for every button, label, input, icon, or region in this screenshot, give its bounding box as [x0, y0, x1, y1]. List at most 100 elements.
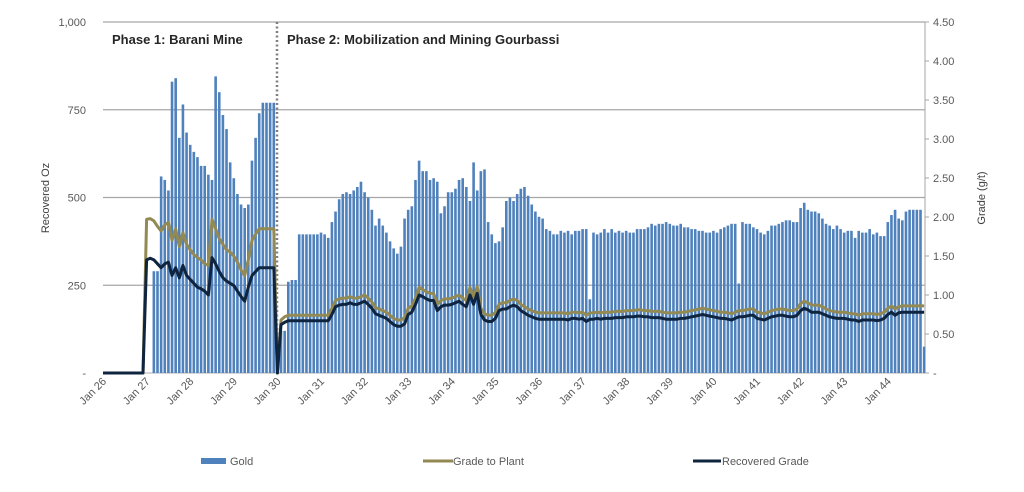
- right-tick-label: 3.50: [933, 95, 954, 107]
- gold-bar: [537, 216, 541, 373]
- gold-bar: [919, 209, 922, 373]
- gold-bar: [882, 236, 886, 373]
- gold-bar: [686, 227, 690, 373]
- gold-bar: [530, 204, 534, 373]
- gold-bar: [181, 104, 185, 374]
- right-tick-label: 0.50: [933, 329, 954, 341]
- gold-bar: [879, 236, 882, 373]
- gold-bar: [232, 178, 236, 373]
- gold-bar: [770, 225, 773, 373]
- gold-bar: [766, 230, 770, 373]
- x-tick-label: Jan 41: [731, 376, 763, 408]
- gold-bar: [410, 206, 414, 373]
- gold-bar: [345, 192, 348, 373]
- gold-bar: [337, 199, 341, 373]
- gold-bar: [316, 234, 319, 373]
- gold-bar: [308, 234, 312, 373]
- gold-bar: [893, 209, 897, 373]
- gold-bar: [421, 171, 425, 373]
- gold-bar: [519, 188, 523, 373]
- x-tick-label: Jan 29: [208, 376, 240, 408]
- gold-bar: [871, 234, 875, 373]
- x-tick-label: Jan 44: [862, 376, 894, 408]
- gold-bar: [461, 178, 464, 373]
- gold-bar: [239, 204, 243, 373]
- gold-bar: [465, 186, 468, 373]
- gold-bar: [505, 201, 508, 373]
- gold-bar: [243, 208, 246, 373]
- gold-bar: [217, 92, 221, 373]
- right-axis-title: Grade (g/t): [976, 171, 988, 224]
- gold-bar: [403, 218, 406, 373]
- gold-bar: [802, 202, 806, 373]
- gold-bar: [414, 179, 417, 373]
- gold-bar: [428, 179, 432, 373]
- gold-bar: [675, 225, 679, 373]
- gold-bar: [839, 229, 842, 373]
- gold-bar: [857, 230, 861, 373]
- gold-bar: [693, 229, 697, 373]
- x-tick-label: Jan 33: [382, 376, 414, 408]
- gold-bar: [777, 223, 781, 373]
- right-tick-label: 4.00: [933, 56, 954, 68]
- left-tick-label: -: [82, 368, 86, 380]
- gold-bar: [574, 230, 577, 373]
- gold-bar: [864, 232, 868, 373]
- gold-bar: [323, 234, 326, 373]
- gold-bar: [813, 211, 817, 373]
- gold-bar: [439, 213, 443, 373]
- gold-bar: [392, 248, 395, 373]
- gold-bar: [261, 102, 265, 373]
- gold-bar: [396, 253, 399, 373]
- gold-bar: [737, 283, 741, 373]
- gold-bar: [526, 195, 530, 373]
- gold-bar: [552, 234, 555, 373]
- gold-bar: [922, 346, 926, 373]
- gold-bar: [152, 271, 156, 373]
- gold-bar: [570, 234, 573, 373]
- recovered-grade-line: [103, 256, 925, 375]
- gold-bar: [614, 232, 617, 373]
- gold-bar: [755, 229, 759, 373]
- gold-bar: [363, 192, 366, 373]
- gold-bar: [294, 279, 297, 373]
- left-axis-ticks: - 250 500 750 1,000: [58, 17, 86, 380]
- gold-bar: [704, 232, 708, 373]
- gold-bar: [890, 215, 893, 373]
- x-tick-label: Jan 37: [557, 376, 589, 408]
- gold-bar: [712, 230, 715, 373]
- gold-bar: [635, 229, 639, 373]
- gold-bar: [784, 220, 788, 373]
- gold-bar: [501, 227, 504, 373]
- x-tick-label: Jan 39: [644, 376, 676, 408]
- gold-bar: [661, 223, 664, 373]
- gold-bar: [762, 234, 766, 373]
- gold-bar: [185, 132, 188, 373]
- gold-bar: [650, 223, 653, 373]
- gold-bar: [178, 137, 181, 373]
- gold-bar: [508, 197, 512, 373]
- gold-bar: [330, 222, 334, 373]
- gold-bar: [723, 227, 726, 373]
- gold-bar: [167, 190, 170, 373]
- gold-bar: [265, 102, 268, 373]
- gold-bar: [835, 225, 839, 373]
- x-tick-label: Jan 34: [426, 376, 458, 408]
- gold-bar: [287, 281, 290, 373]
- gold-bar: [268, 102, 272, 373]
- legend-gold-label: Gold: [230, 456, 253, 468]
- gold-bar: [472, 162, 475, 373]
- gold-bar: [846, 230, 850, 373]
- gold-bar: [326, 237, 330, 373]
- gold-bar: [319, 232, 323, 373]
- x-tick-label: Jan 35: [470, 376, 502, 408]
- gold-bar: [639, 229, 643, 373]
- gold-bar: [203, 165, 207, 373]
- gold-bar: [617, 230, 621, 373]
- gold-bar: [643, 229, 646, 373]
- gold-bar: [904, 211, 908, 373]
- x-tick-label: Jan 27: [121, 376, 153, 408]
- gold-bar: [828, 225, 831, 373]
- gold-bar: [581, 229, 584, 373]
- gold-bar: [868, 229, 871, 373]
